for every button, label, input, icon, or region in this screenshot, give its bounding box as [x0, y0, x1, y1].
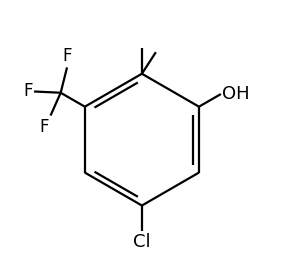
Text: F: F: [23, 82, 33, 100]
Text: F: F: [40, 118, 49, 136]
Text: OH: OH: [222, 85, 250, 103]
Text: Cl: Cl: [133, 233, 151, 251]
Text: F: F: [62, 47, 72, 65]
